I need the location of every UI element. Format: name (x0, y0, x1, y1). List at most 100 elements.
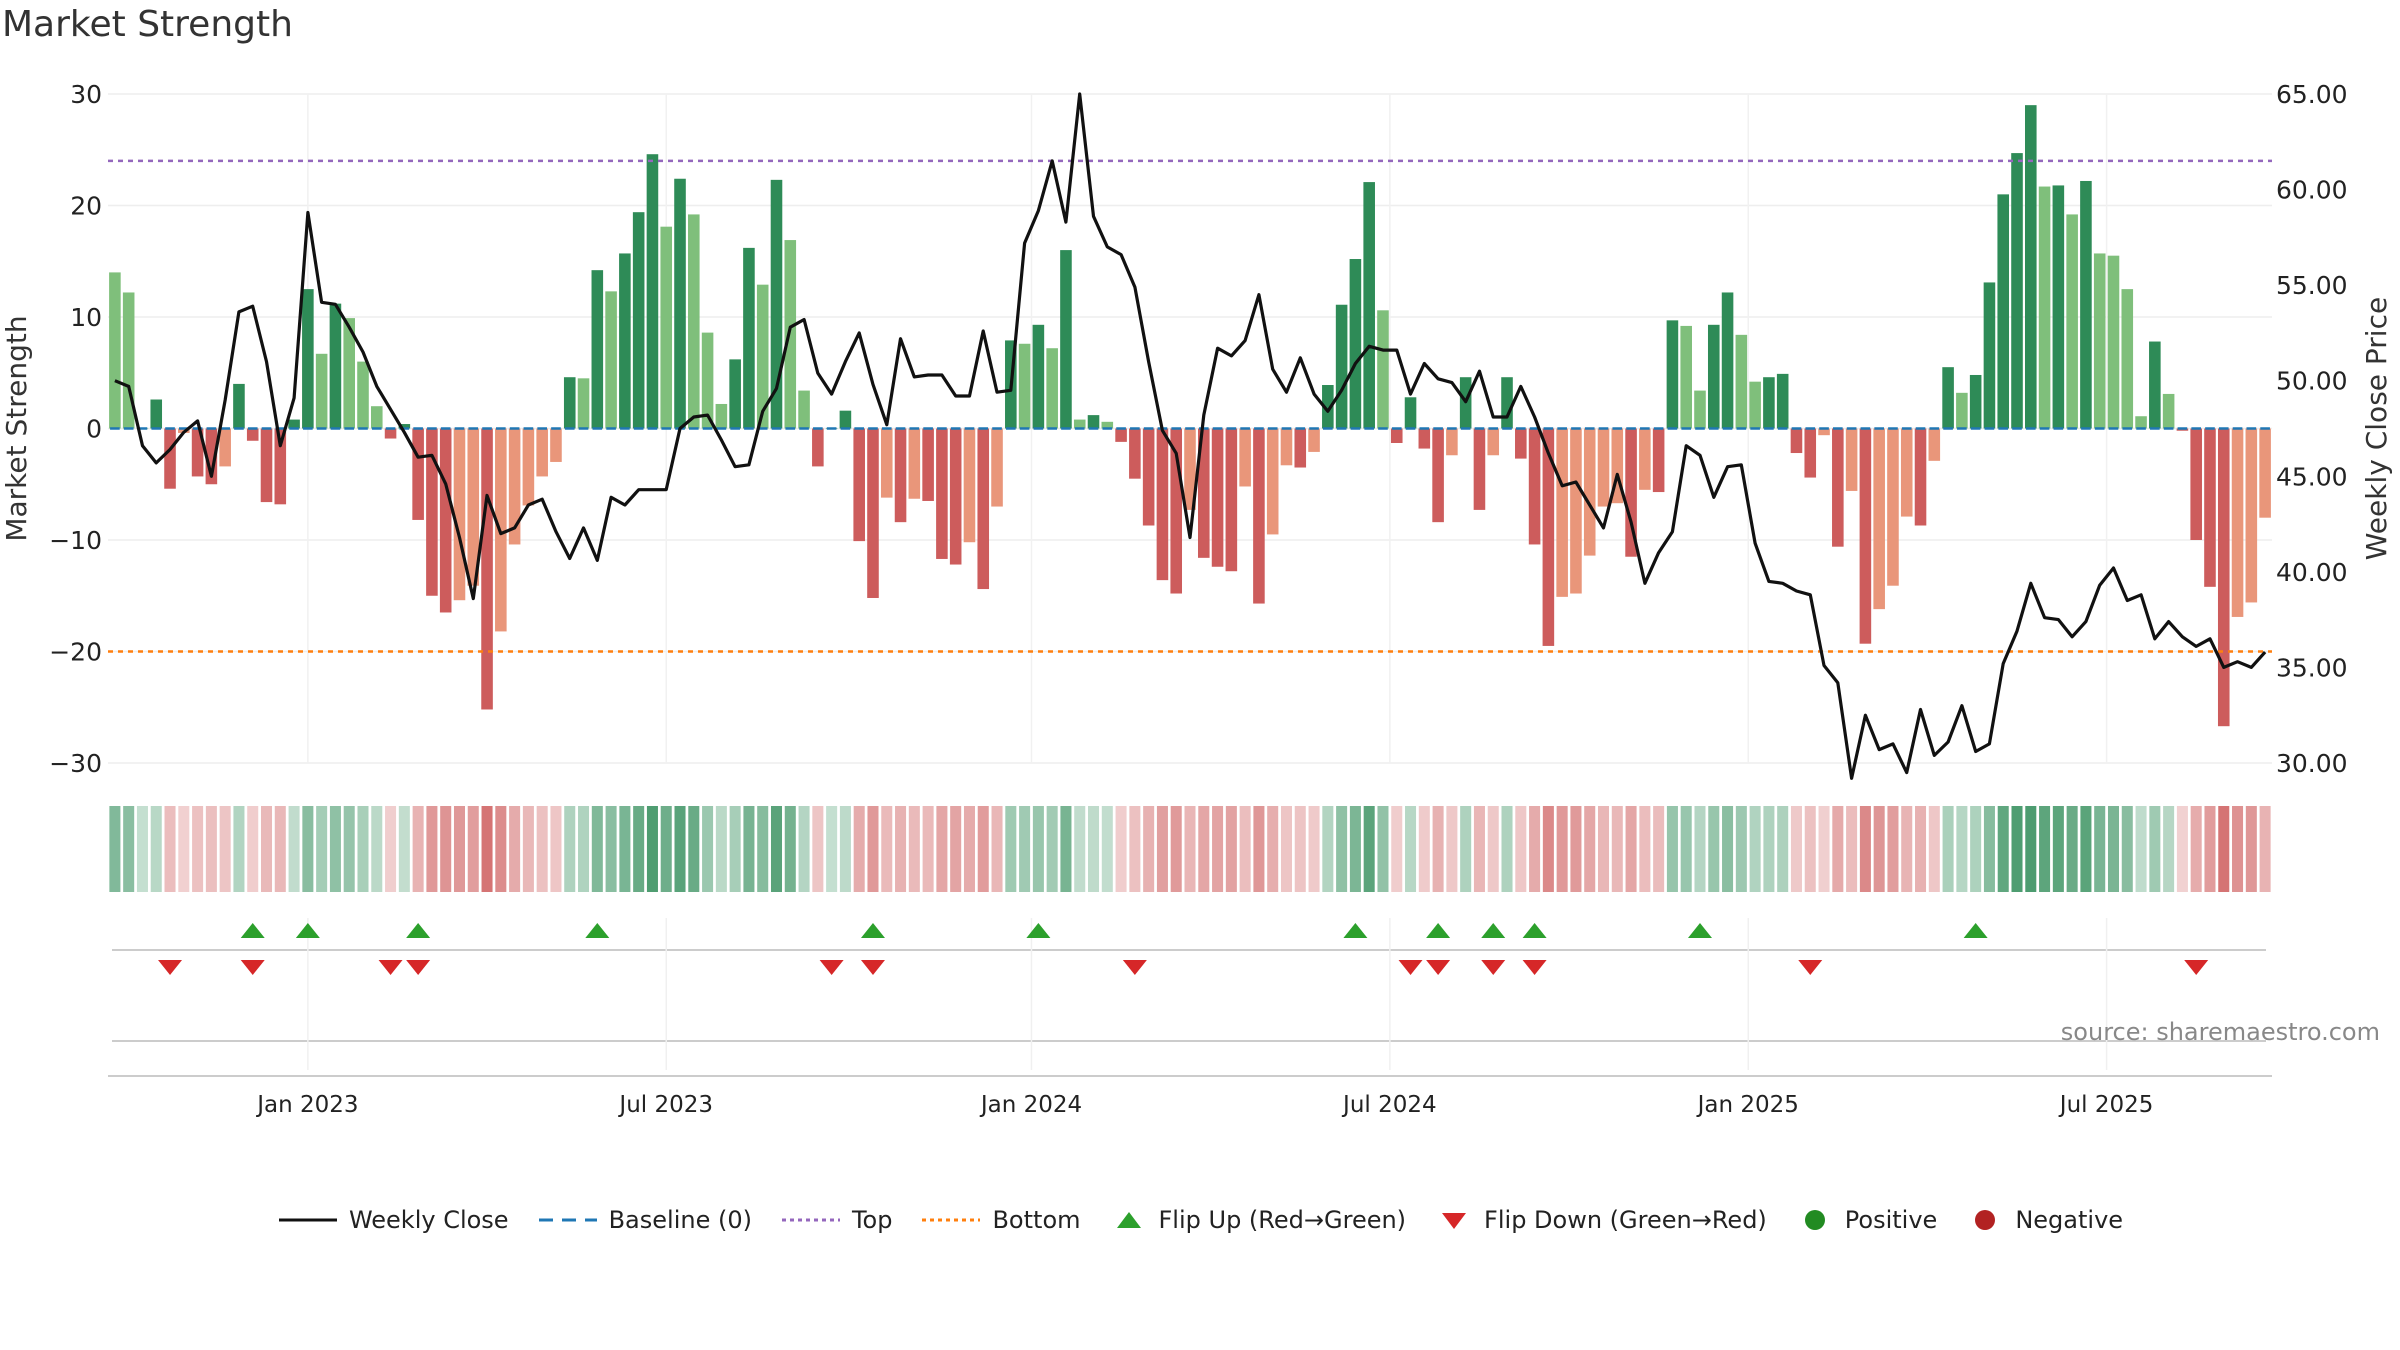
heat-cell (1832, 806, 1844, 892)
heat-cell (1060, 806, 1072, 892)
heat-cell (798, 806, 810, 892)
heat-cell (1432, 806, 1444, 892)
flip-up-marker (295, 923, 320, 938)
heat-cell (578, 806, 590, 892)
strength-bar (674, 178, 686, 429)
heat-cell (688, 806, 700, 892)
heat-cell (1239, 806, 1251, 892)
heat-cell (1915, 806, 1927, 892)
dot-icon (1804, 1210, 1825, 1230)
strength-bar (191, 428, 204, 477)
x-tick-label: Jul 2024 (1341, 1092, 1437, 1118)
strength-bar (1666, 320, 1679, 429)
strength-bar (2245, 428, 2258, 603)
strength-bar (660, 226, 673, 429)
y-left-tick-label: −10 (49, 526, 102, 555)
strength-bar (1887, 428, 1899, 586)
heat-cell (2094, 806, 2106, 892)
strength-bar (949, 428, 962, 565)
flip-down-marker (406, 960, 431, 975)
heat-cell (219, 806, 231, 892)
y-right-tick-label: 40.00 (2276, 558, 2348, 587)
strength-bar (1280, 428, 1293, 466)
heat-cell (1405, 806, 1417, 892)
heat-strip (109, 806, 2271, 892)
strength-bar (1611, 428, 1624, 504)
heat-cell (1391, 806, 1403, 892)
heat-cell (1970, 806, 1982, 892)
strength-bar (646, 154, 659, 429)
strength-bar (1046, 348, 1058, 429)
heat-cell (371, 806, 383, 892)
heat-cell (1722, 806, 1734, 892)
dot-icon (1975, 1210, 1996, 1230)
heat-cell (757, 806, 769, 892)
strength-bar (329, 303, 342, 429)
flip-up-marker (1343, 923, 1368, 938)
heat-cell (467, 806, 479, 892)
strength-bar (2080, 180, 2092, 429)
heat-cell (1225, 806, 1237, 892)
strength-bar (481, 428, 493, 710)
heat-cell (1170, 806, 1182, 892)
strength-bar (1087, 415, 1100, 429)
y-left-tick-label: −20 (49, 638, 102, 667)
heat-cell (1363, 806, 1375, 892)
flip-markers (112, 918, 2266, 1070)
legend-weekly-close: Weekly Close (277, 1206, 509, 1234)
heat-cell (1460, 806, 1472, 892)
heat-cell (1804, 806, 1816, 892)
strength-bar (743, 247, 755, 429)
strength-bar (922, 428, 934, 501)
heat-cell (1625, 806, 1637, 892)
heat-cell (1129, 806, 1141, 892)
strength-bar (1845, 428, 1858, 491)
strength-bar (398, 424, 411, 429)
strength-bar (991, 428, 1003, 507)
strength-bar (109, 272, 121, 429)
legend-bottom: Bottom (920, 1206, 1081, 1234)
strength-bar (1790, 428, 1803, 454)
strength-bar (591, 270, 604, 429)
strength-bar (260, 428, 273, 503)
heat-cell (164, 806, 176, 892)
x-tick-label: Jan 2023 (255, 1092, 358, 1118)
strength-bar (343, 318, 355, 429)
strength-bar (2025, 105, 2037, 429)
flip-up-marker (1426, 923, 1451, 938)
y-right-tick-label: 30.00 (2276, 749, 2348, 778)
heat-cell (1597, 806, 1610, 892)
strength-bar (233, 383, 245, 429)
flip-up-marker (1026, 923, 1051, 938)
strength-bar (812, 428, 824, 467)
heat-cell (1542, 806, 1554, 892)
heat-cell (178, 806, 190, 892)
heat-cell (2176, 806, 2188, 892)
strength-bar (1473, 428, 1486, 510)
heat-cell (1267, 806, 1279, 892)
strength-bar (1501, 377, 1513, 429)
strength-bar (1515, 428, 1527, 459)
heat-cell (1184, 806, 1196, 892)
heat-cell (867, 806, 879, 892)
strength-bar (1335, 304, 1348, 429)
strength-bar (1115, 428, 1127, 442)
heat-cell (1611, 806, 1623, 892)
strength-bar (2217, 428, 2230, 727)
x-tick-label: Jan 2024 (979, 1092, 1082, 1118)
y-left-tick-label: 10 (70, 303, 102, 332)
strength-bar (1900, 428, 1913, 517)
legend-positive: Positive (1795, 1206, 1937, 1234)
heat-cell (1873, 806, 1885, 892)
heat-cell (2245, 806, 2257, 892)
strength-bar (1707, 324, 1720, 429)
heat-cell (1570, 806, 1582, 892)
strength-bar (1294, 428, 1307, 468)
legend-flip-down: Flip Down (Green→Red) (1434, 1206, 1767, 1234)
heat-cell (247, 806, 259, 892)
heat-cell (329, 806, 341, 892)
flip-up-marker (406, 923, 431, 938)
heat-cell (2259, 806, 2271, 892)
heat-cell (481, 806, 493, 892)
heat-cell (495, 806, 507, 892)
